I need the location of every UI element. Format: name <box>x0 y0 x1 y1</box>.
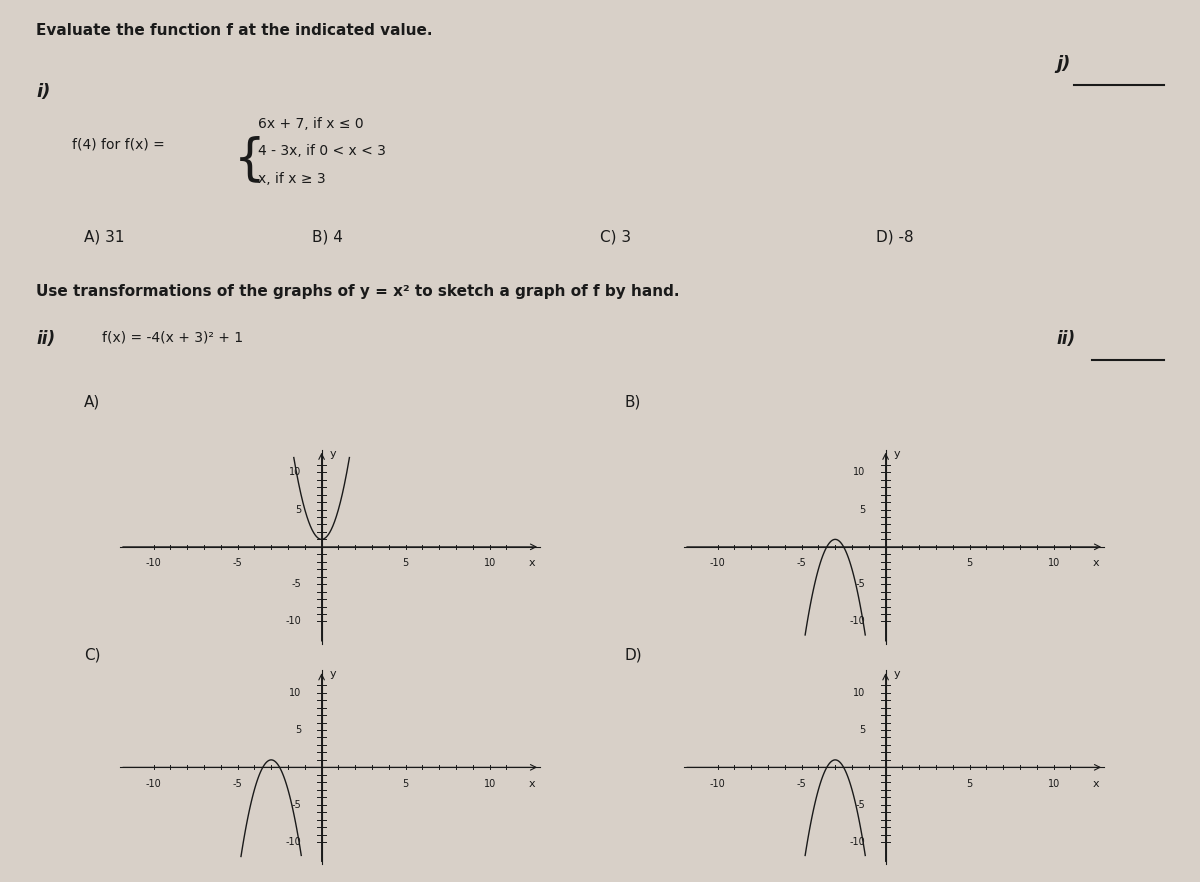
Text: f(4) for f(x) =: f(4) for f(x) = <box>72 138 164 152</box>
Text: 10: 10 <box>484 558 496 568</box>
Text: 5: 5 <box>402 779 409 789</box>
Text: 4 - 3x, if 0 < x < 3: 4 - 3x, if 0 < x < 3 <box>258 145 386 159</box>
Text: Evaluate the function f at the indicated value.: Evaluate the function f at the indicated… <box>36 23 432 38</box>
Text: x: x <box>1092 779 1099 789</box>
Text: 10: 10 <box>484 779 496 789</box>
Text: A) 31: A) 31 <box>84 229 125 244</box>
Text: Use transformations of the graphs of y = x² to sketch a graph of f by hand.: Use transformations of the graphs of y =… <box>36 284 679 299</box>
Text: A): A) <box>84 394 101 409</box>
Text: -10: -10 <box>850 617 865 626</box>
Text: 5: 5 <box>859 725 865 735</box>
Text: 5: 5 <box>859 505 865 514</box>
Text: y: y <box>330 449 337 459</box>
Text: -10: -10 <box>286 617 301 626</box>
Text: 10: 10 <box>853 688 865 698</box>
Text: 10: 10 <box>1048 558 1060 568</box>
Text: -10: -10 <box>145 779 162 789</box>
Text: f(x) = -4(x + 3)² + 1: f(x) = -4(x + 3)² + 1 <box>102 330 244 344</box>
Text: 6x + 7, if x ≤ 0: 6x + 7, if x ≤ 0 <box>258 117 364 131</box>
Text: -5: -5 <box>233 779 242 789</box>
Text: C) 3: C) 3 <box>600 229 631 244</box>
Text: {: { <box>234 135 265 183</box>
Text: 10: 10 <box>853 467 865 477</box>
Text: 5: 5 <box>402 558 409 568</box>
Text: -5: -5 <box>856 800 865 810</box>
Text: 5: 5 <box>295 505 301 514</box>
Text: 10: 10 <box>289 467 301 477</box>
Text: D) -8: D) -8 <box>876 229 913 244</box>
Text: -5: -5 <box>292 800 301 810</box>
Text: i): i) <box>36 83 50 101</box>
Text: 10: 10 <box>1048 779 1060 789</box>
Text: x, if x ≥ 3: x, if x ≥ 3 <box>258 172 325 186</box>
Text: -5: -5 <box>797 558 806 568</box>
Text: -5: -5 <box>292 579 301 589</box>
Text: y: y <box>894 449 901 459</box>
Text: 5: 5 <box>966 779 973 789</box>
Text: C): C) <box>84 647 101 662</box>
Text: -10: -10 <box>709 558 726 568</box>
Text: x: x <box>528 779 535 789</box>
Text: B) 4: B) 4 <box>312 229 343 244</box>
Text: 5: 5 <box>295 725 301 735</box>
Text: -5: -5 <box>797 779 806 789</box>
Text: -5: -5 <box>856 579 865 589</box>
Text: D): D) <box>624 647 642 662</box>
Text: -10: -10 <box>850 837 865 847</box>
Text: 5: 5 <box>966 558 973 568</box>
Text: -10: -10 <box>145 558 162 568</box>
Text: -10: -10 <box>286 837 301 847</box>
Text: j): j) <box>1056 55 1070 73</box>
Text: x: x <box>528 558 535 568</box>
Text: y: y <box>894 669 901 679</box>
Text: x: x <box>1092 558 1099 568</box>
Text: ii): ii) <box>1056 330 1075 348</box>
Text: ii): ii) <box>36 330 55 348</box>
Text: B): B) <box>624 394 641 409</box>
Text: -10: -10 <box>709 779 726 789</box>
Text: y: y <box>330 669 337 679</box>
Text: 10: 10 <box>289 688 301 698</box>
Text: -5: -5 <box>233 558 242 568</box>
